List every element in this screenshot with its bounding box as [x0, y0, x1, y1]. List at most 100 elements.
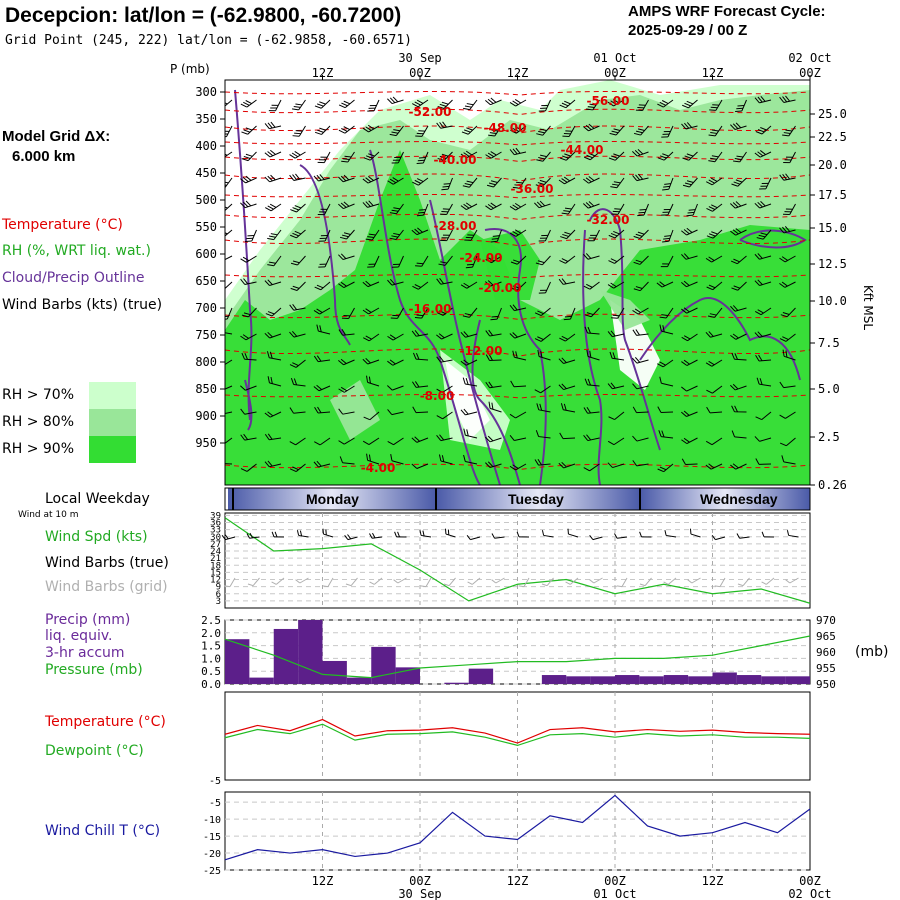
day-label-monday: Monday [306, 491, 359, 507]
wind-barb [584, 326, 600, 335]
wind-barb [440, 229, 453, 242]
wind-barb [290, 377, 306, 387]
wind-barb [662, 229, 674, 243]
wind-barb [412, 352, 429, 361]
windchill-tick-label: -15 [203, 832, 221, 843]
wind-barb [657, 463, 674, 473]
wind-tick-label: 27 [210, 540, 221, 550]
pressure-tick-label: 850 [195, 382, 217, 396]
day-label-tuesday: Tuesday [508, 491, 564, 507]
wind-barb-true [444, 528, 456, 538]
pressure-axis-unit: P (mb) [170, 62, 210, 76]
wind-barb [583, 123, 600, 132]
wind-barb [632, 435, 649, 442]
wind-barb [659, 324, 674, 335]
wind-barb [387, 409, 404, 416]
wind-barb-true [786, 530, 799, 538]
wind-barb [635, 99, 649, 111]
pressure-tick-label: 450 [195, 166, 217, 180]
wind-tick-label: 15 [210, 568, 221, 578]
wind-barb-true [419, 530, 432, 538]
wind-barb [632, 329, 649, 336]
wind-barb [314, 99, 331, 109]
wind-barb [240, 333, 257, 341]
temperature-label: Temperature (°C) [45, 714, 166, 730]
wind-barb [730, 305, 747, 312]
wind-barb [460, 281, 478, 289]
wind-barb [240, 463, 257, 472]
pressure-tick-label: 955 [816, 662, 836, 675]
wind-barb [558, 176, 576, 185]
wind-barb [338, 201, 355, 210]
wind-barb [733, 151, 747, 163]
wind-barb [225, 331, 233, 335]
rh-legend-90: RH > 90% [2, 441, 75, 457]
wind-barb [264, 121, 282, 130]
wind-barb [313, 355, 331, 363]
wind-barb [338, 358, 355, 366]
wind-barb [632, 357, 649, 364]
wind-barb [708, 151, 723, 163]
bottom-time-label: 12Z [702, 874, 724, 888]
wind-barb [485, 329, 502, 337]
wind-barb [439, 203, 453, 215]
wind-barb [290, 255, 306, 266]
wind-barb [587, 229, 600, 242]
wind-barb [660, 255, 674, 268]
wind-barb [338, 253, 355, 261]
wind-tick-label: 33 [210, 526, 221, 536]
wind-barb [314, 437, 331, 446]
wind-barb-true [589, 534, 603, 541]
wind-barb [681, 410, 698, 417]
pressure-tick-label: 550 [195, 220, 217, 234]
wind-barb [534, 385, 551, 394]
wind-barb [485, 255, 502, 264]
wind-barb-true [614, 533, 628, 539]
wind-barb [633, 255, 649, 265]
cloud-outline-path [429, 199, 501, 485]
wind-barb [779, 437, 796, 447]
wind-barb [289, 151, 306, 159]
precip-bar [566, 676, 591, 684]
top-date-label: 30 Sep [398, 51, 441, 65]
wind-barb [583, 281, 600, 290]
wind-barb [659, 376, 674, 387]
precip-tick-label: 2.0 [201, 627, 221, 640]
wind-barb [536, 125, 551, 136]
wind-tick-label: 6 [216, 590, 221, 600]
wind-tick-label: 9 [216, 583, 221, 593]
wind-barb [387, 177, 404, 185]
wind-barb [661, 203, 674, 216]
top-time-label: 12Z [312, 66, 334, 80]
wind-tick-label: 3 [216, 597, 221, 607]
wind-barb [389, 203, 404, 215]
wind-barb [779, 281, 796, 288]
wind-barb [225, 462, 233, 465]
wind-barb [318, 255, 331, 268]
wind-barb [783, 151, 796, 164]
wind-barb-grid [785, 577, 799, 584]
height-tick-label: 10.0 [818, 294, 847, 308]
wind-barb [460, 359, 478, 366]
wind-barb [387, 385, 404, 391]
cloud-outline-path [582, 229, 603, 485]
wind-barb [436, 278, 453, 285]
wind-barb-grid [295, 577, 309, 584]
precip-bar [444, 682, 469, 684]
wind-barb [391, 255, 404, 268]
weekday-band [224, 487, 811, 511]
wind-barb [754, 279, 772, 286]
bottom-date-label: 01 Oct [593, 887, 636, 900]
wind-barb [537, 349, 551, 361]
temperature-series [224, 718, 811, 744]
precip-bar [736, 675, 762, 684]
wind-barb [414, 307, 429, 319]
wind-barb [509, 434, 527, 442]
wind-barb [240, 278, 257, 285]
wind-barb [412, 406, 429, 414]
wind-barb [241, 352, 257, 361]
wind-barb [779, 411, 796, 419]
wind-barb [416, 151, 429, 164]
top-time-label: 12Z [507, 66, 529, 80]
